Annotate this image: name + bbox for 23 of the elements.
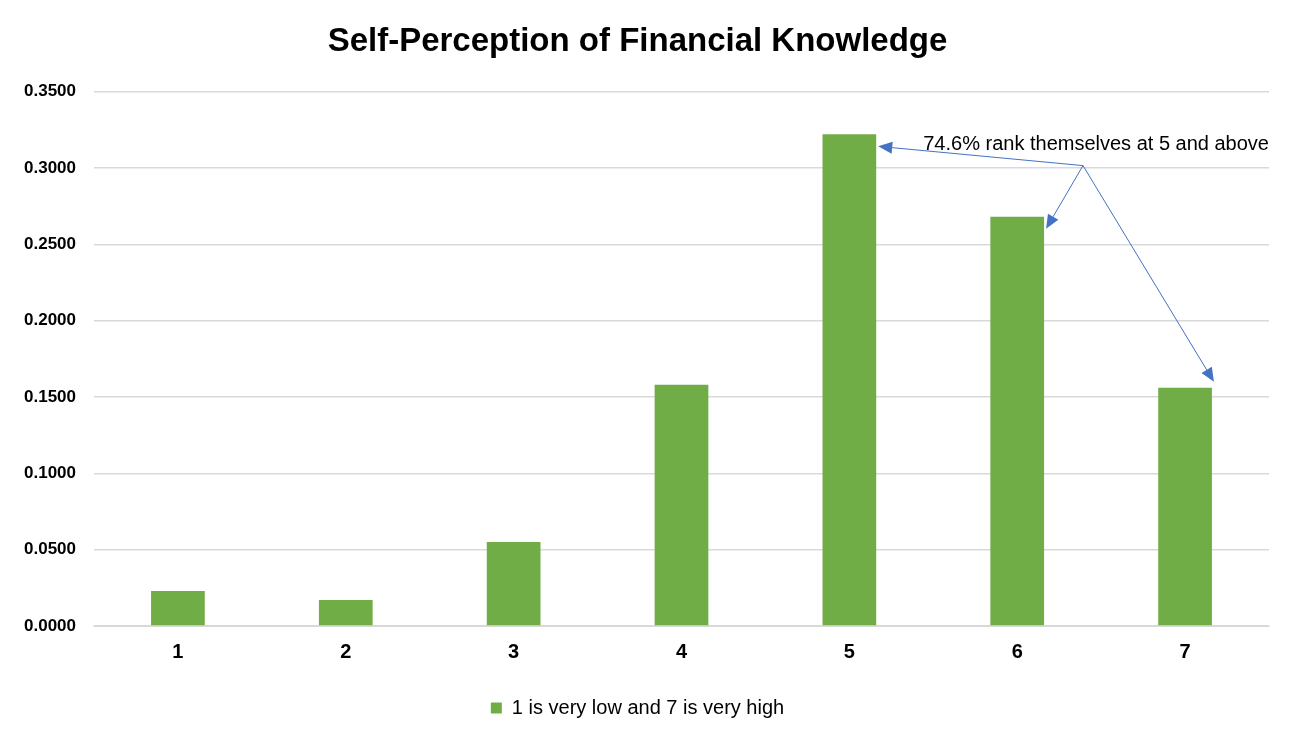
x-tick-label: 6 [1011,639,1023,662]
chart-title: Self-Perception of Financial Knowledge [327,20,948,58]
y-tick-label: 0.1500 [24,386,76,406]
bar [318,600,373,626]
y-tick-label: 0.2000 [24,310,76,330]
y-tick-label: 0.0500 [24,539,76,559]
y-tick-label: 0.0000 [24,615,76,635]
x-tick-label: 4 [675,639,688,662]
bar [654,384,709,626]
x-tick-label: 1 [172,639,184,662]
bar [1158,387,1212,626]
bar [822,134,877,626]
y-tick-label: 0.3000 [24,157,76,177]
y-tick-label: 0.3500 [24,81,76,101]
x-tick-label: 2 [340,639,352,662]
x-tick-label: 3 [508,639,520,662]
bar [151,590,205,626]
y-tick-label: 0.2500 [24,233,76,253]
bar [486,542,541,626]
y-tick-label: 0.1000 [24,463,76,482]
legend-label: 1 is very low and 7 is very high [511,695,785,718]
x-tick-label: 7 [1179,639,1191,662]
x-tick-label: 5 [843,639,855,662]
